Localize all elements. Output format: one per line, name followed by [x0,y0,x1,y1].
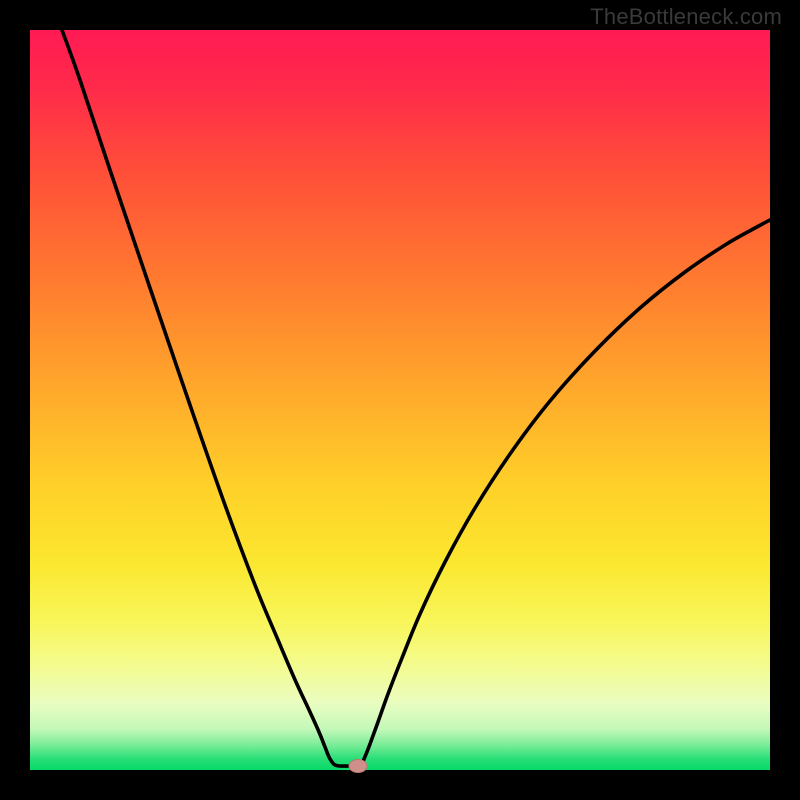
chart-frame: TheBottleneck.com [0,0,800,800]
optimal-point-marker [349,760,367,773]
watermark-text: TheBottleneck.com [590,4,782,30]
bottleneck-chart [0,0,800,800]
